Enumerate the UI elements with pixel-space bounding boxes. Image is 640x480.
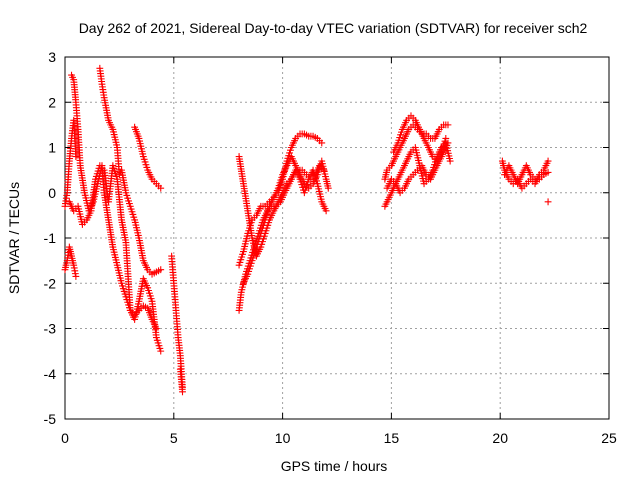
x-tick-label: 0 xyxy=(61,430,69,446)
y-tick-label: 2 xyxy=(48,94,56,110)
grid xyxy=(65,57,609,419)
y-tick-label: -1 xyxy=(44,230,57,246)
x-tick-label: 5 xyxy=(170,430,178,446)
data-point xyxy=(179,388,186,396)
data-points xyxy=(61,64,552,396)
y-tick-label: -3 xyxy=(44,321,57,337)
data-point xyxy=(157,266,165,274)
x-tick-label: 25 xyxy=(601,430,617,446)
x-axis-label: GPS time / hours xyxy=(281,458,388,474)
y-tick-label: -5 xyxy=(44,411,57,427)
data-point xyxy=(318,139,326,147)
data-point xyxy=(157,347,165,355)
x-tick-label: 15 xyxy=(384,430,400,446)
data-point xyxy=(324,184,332,192)
data-point xyxy=(444,121,452,129)
data-point xyxy=(442,135,450,142)
x-tick-label: 20 xyxy=(492,430,508,446)
x-axis: 0 5 10 15 20 25 xyxy=(61,57,617,446)
y-tick-label: 3 xyxy=(48,49,56,65)
data-point xyxy=(446,157,454,165)
data-point xyxy=(72,153,80,160)
x-tick-label: 10 xyxy=(275,430,291,446)
data-point xyxy=(544,168,552,176)
y-axis: -5 -4 -3 -2 -1 0 1 2 3 xyxy=(44,49,609,427)
data-point xyxy=(322,207,330,215)
data-point xyxy=(544,198,552,206)
data-point xyxy=(157,184,165,192)
data-point xyxy=(544,157,552,165)
y-tick-label: 1 xyxy=(48,140,56,156)
y-tick-label: 0 xyxy=(48,185,56,201)
y-tick-label: -4 xyxy=(44,366,57,382)
data-point xyxy=(152,325,160,332)
y-axis-label: SDTVAR / TECUs xyxy=(6,182,22,294)
chart-title: Day 262 of 2021, Sidereal Day-to-day VTE… xyxy=(79,20,588,36)
data-point xyxy=(72,273,80,280)
y-tick-label: -2 xyxy=(44,275,57,291)
